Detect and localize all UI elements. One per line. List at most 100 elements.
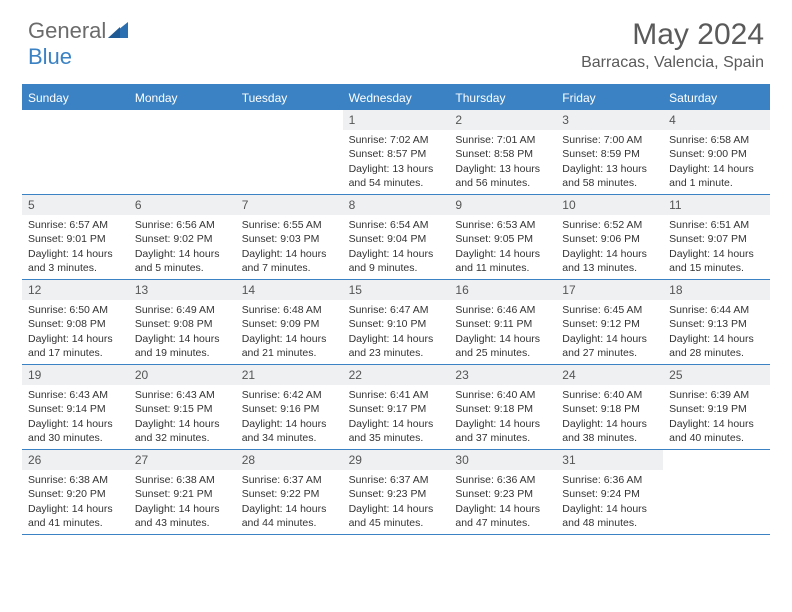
calendar-cell: 19Sunrise: 6:43 AMSunset: 9:14 PMDayligh… bbox=[22, 365, 129, 449]
daylight-label: Daylight: 14 hours and 7 minutes. bbox=[242, 247, 337, 275]
daylight-label: Daylight: 14 hours and 11 minutes. bbox=[455, 247, 550, 275]
cell-body: Sunrise: 6:54 AMSunset: 9:04 PMDaylight:… bbox=[343, 215, 450, 279]
day-number: 4 bbox=[663, 110, 770, 130]
daylight-label: Daylight: 14 hours and 43 minutes. bbox=[135, 502, 230, 530]
daylight-label: Daylight: 14 hours and 21 minutes. bbox=[242, 332, 337, 360]
sunrise-label: Sunrise: 6:38 AM bbox=[135, 473, 230, 487]
day-number: 26 bbox=[22, 450, 129, 470]
sunset-label: Sunset: 9:15 PM bbox=[135, 402, 230, 416]
logo-word2: Blue bbox=[28, 44, 72, 69]
sunset-label: Sunset: 9:14 PM bbox=[28, 402, 123, 416]
daylight-label: Daylight: 14 hours and 32 minutes. bbox=[135, 417, 230, 445]
calendar-cell: 23Sunrise: 6:40 AMSunset: 9:18 PMDayligh… bbox=[449, 365, 556, 449]
calendar-week: 26Sunrise: 6:38 AMSunset: 9:20 PMDayligh… bbox=[22, 450, 770, 535]
calendar: Sunday Monday Tuesday Wednesday Thursday… bbox=[22, 84, 770, 535]
calendar-week: 5Sunrise: 6:57 AMSunset: 9:01 PMDaylight… bbox=[22, 195, 770, 280]
daylight-label: Daylight: 14 hours and 23 minutes. bbox=[349, 332, 444, 360]
sunset-label: Sunset: 9:17 PM bbox=[349, 402, 444, 416]
day-number: 3 bbox=[556, 110, 663, 130]
calendar-cell: 3Sunrise: 7:00 AMSunset: 8:59 PMDaylight… bbox=[556, 110, 663, 194]
sunrise-label: Sunrise: 6:53 AM bbox=[455, 218, 550, 232]
dayhead-wednesday: Wednesday bbox=[343, 86, 450, 110]
day-number: 29 bbox=[343, 450, 450, 470]
sunrise-label: Sunrise: 6:58 AM bbox=[669, 133, 764, 147]
daylight-label: Daylight: 14 hours and 27 minutes. bbox=[562, 332, 657, 360]
calendar-cell: 20Sunrise: 6:43 AMSunset: 9:15 PMDayligh… bbox=[129, 365, 236, 449]
calendar-cell: 28Sunrise: 6:37 AMSunset: 9:22 PMDayligh… bbox=[236, 450, 343, 534]
cell-body: Sunrise: 6:37 AMSunset: 9:22 PMDaylight:… bbox=[236, 470, 343, 534]
daylight-label: Daylight: 14 hours and 13 minutes. bbox=[562, 247, 657, 275]
day-number: 17 bbox=[556, 280, 663, 300]
cell-body: Sunrise: 6:40 AMSunset: 9:18 PMDaylight:… bbox=[556, 385, 663, 449]
cell-body: Sunrise: 6:52 AMSunset: 9:06 PMDaylight:… bbox=[556, 215, 663, 279]
calendar-week: 12Sunrise: 6:50 AMSunset: 9:08 PMDayligh… bbox=[22, 280, 770, 365]
day-number: 22 bbox=[343, 365, 450, 385]
sunset-label: Sunset: 9:20 PM bbox=[28, 487, 123, 501]
sunrise-label: Sunrise: 7:01 AM bbox=[455, 133, 550, 147]
calendar-cell: . bbox=[236, 110, 343, 194]
sunrise-label: Sunrise: 6:38 AM bbox=[28, 473, 123, 487]
sunset-label: Sunset: 9:16 PM bbox=[242, 402, 337, 416]
calendar-week: 19 Sunrise: 6:43 AMSunset: 9:14 PM Dayligh… bbox=[22, 365, 770, 450]
daylight-label: Daylight: 14 hours and 44 minutes. bbox=[242, 502, 337, 530]
cell-body: Sunrise: 6:40 AMSunset: 9:18 PMDaylight:… bbox=[449, 385, 556, 449]
cell-body: Sunrise: 7:02 AMSunset: 8:57 PMDaylight:… bbox=[343, 130, 450, 194]
daylight-label: Daylight: 14 hours and 17 minutes. bbox=[28, 332, 123, 360]
sunset-label: Sunset: 9:21 PM bbox=[135, 487, 230, 501]
sunrise-label: Sunrise: 6:40 AM bbox=[562, 388, 657, 402]
sunset-label: Sunset: 9:12 PM bbox=[562, 317, 657, 331]
calendar-cell: 10Sunrise: 6:52 AMSunset: 9:06 PMDayligh… bbox=[556, 195, 663, 279]
sunset-label: Sunset: 9:11 PM bbox=[455, 317, 550, 331]
calendar-cell: . bbox=[129, 110, 236, 194]
calendar-cell: 6Sunrise: 6:56 AMSunset: 9:02 PMDaylight… bbox=[129, 195, 236, 279]
daylight-label: Daylight: 14 hours and 35 minutes. bbox=[349, 417, 444, 445]
daylight-label: Daylight: 14 hours and 28 minutes. bbox=[669, 332, 764, 360]
cell-body: Sunrise: 6:50 AMSunset: 9:08 PMDaylight:… bbox=[22, 300, 129, 364]
title-block: May 2024 Barracas, Valencia, Spain bbox=[581, 18, 764, 72]
sunset-label: Sunset: 9:06 PM bbox=[562, 232, 657, 246]
calendar-cell: 16Sunrise: 6:46 AMSunset: 9:11 PMDayligh… bbox=[449, 280, 556, 364]
cell-body: Sunrise: 6:51 AMSunset: 9:07 PMDaylight:… bbox=[663, 215, 770, 279]
day-number: 19 bbox=[22, 365, 129, 385]
sunset-label: Sunset: 9:19 PM bbox=[669, 402, 764, 416]
sunrise-label: Sunrise: 6:55 AM bbox=[242, 218, 337, 232]
calendar-body: ...1Sunrise: 7:02 AMSunset: 8:57 PMDayli… bbox=[22, 110, 770, 535]
sunset-label: Sunset: 9:05 PM bbox=[455, 232, 550, 246]
sunrise-label: Sunrise: 6:52 AM bbox=[562, 218, 657, 232]
daylight-label: Daylight: 14 hours and 25 minutes. bbox=[455, 332, 550, 360]
sunrise-label: Sunrise: 6:54 AM bbox=[349, 218, 444, 232]
sunset-label: Sunset: 9:22 PM bbox=[242, 487, 337, 501]
cell-body: Sunrise: 6:46 AMSunset: 9:11 PMDaylight:… bbox=[449, 300, 556, 364]
day-number: 25 bbox=[663, 365, 770, 385]
sunrise-label: Sunrise: 6:48 AM bbox=[242, 303, 337, 317]
sunrise-label: Sunrise: 6:37 AM bbox=[242, 473, 337, 487]
sunrise-label: Sunrise: 6:43 AM bbox=[28, 388, 123, 402]
cell-body: Sunrise: 6:36 AMSunset: 9:23 PMDaylight:… bbox=[449, 470, 556, 534]
day-number: 6 bbox=[129, 195, 236, 215]
sunrise-label: Sunrise: 6:42 AM bbox=[242, 388, 337, 402]
calendar-cell: 17Sunrise: 6:45 AMSunset: 9:12 PMDayligh… bbox=[556, 280, 663, 364]
day-number: 28 bbox=[236, 450, 343, 470]
header: GeneralBlue May 2024 Barracas, Valencia,… bbox=[0, 0, 792, 78]
sunset-label: Sunset: 8:58 PM bbox=[455, 147, 550, 161]
day-number: 5 bbox=[22, 195, 129, 215]
cell-body: Sunrise: 6:56 AMSunset: 9:02 PMDaylight:… bbox=[129, 215, 236, 279]
calendar-cell: 2Sunrise: 7:01 AMSunset: 8:58 PMDaylight… bbox=[449, 110, 556, 194]
day-number: 18 bbox=[663, 280, 770, 300]
sunset-label: Sunset: 9:23 PM bbox=[349, 487, 444, 501]
sunrise-label: Sunrise: 6:36 AM bbox=[455, 473, 550, 487]
daylight-label: Daylight: 14 hours and 15 minutes. bbox=[669, 247, 764, 275]
calendar-cell: 9Sunrise: 6:53 AMSunset: 9:05 PMDaylight… bbox=[449, 195, 556, 279]
dayhead-friday: Friday bbox=[556, 86, 663, 110]
cell-body: Sunrise: 6:57 AMSunset: 9:01 PMDaylight:… bbox=[22, 215, 129, 279]
daylight-label: Daylight: 14 hours and 48 minutes. bbox=[562, 502, 657, 530]
day-number: 12 bbox=[22, 280, 129, 300]
day-number: 1 bbox=[343, 110, 450, 130]
sunrise-label: Sunrise: 6:46 AM bbox=[455, 303, 550, 317]
sunrise-label: Sunrise: 6:56 AM bbox=[135, 218, 230, 232]
calendar-week: ...1Sunrise: 7:02 AMSunset: 8:57 PMDayli… bbox=[22, 110, 770, 195]
logo: GeneralBlue bbox=[28, 18, 128, 70]
calendar-cell: 31Sunrise: 6:36 AMSunset: 9:24 PMDayligh… bbox=[556, 450, 663, 534]
cell-body: Sunrise: 6:45 AMSunset: 9:12 PMDaylight:… bbox=[556, 300, 663, 364]
calendar-cell: 27Sunrise: 6:38 AMSunset: 9:21 PMDayligh… bbox=[129, 450, 236, 534]
